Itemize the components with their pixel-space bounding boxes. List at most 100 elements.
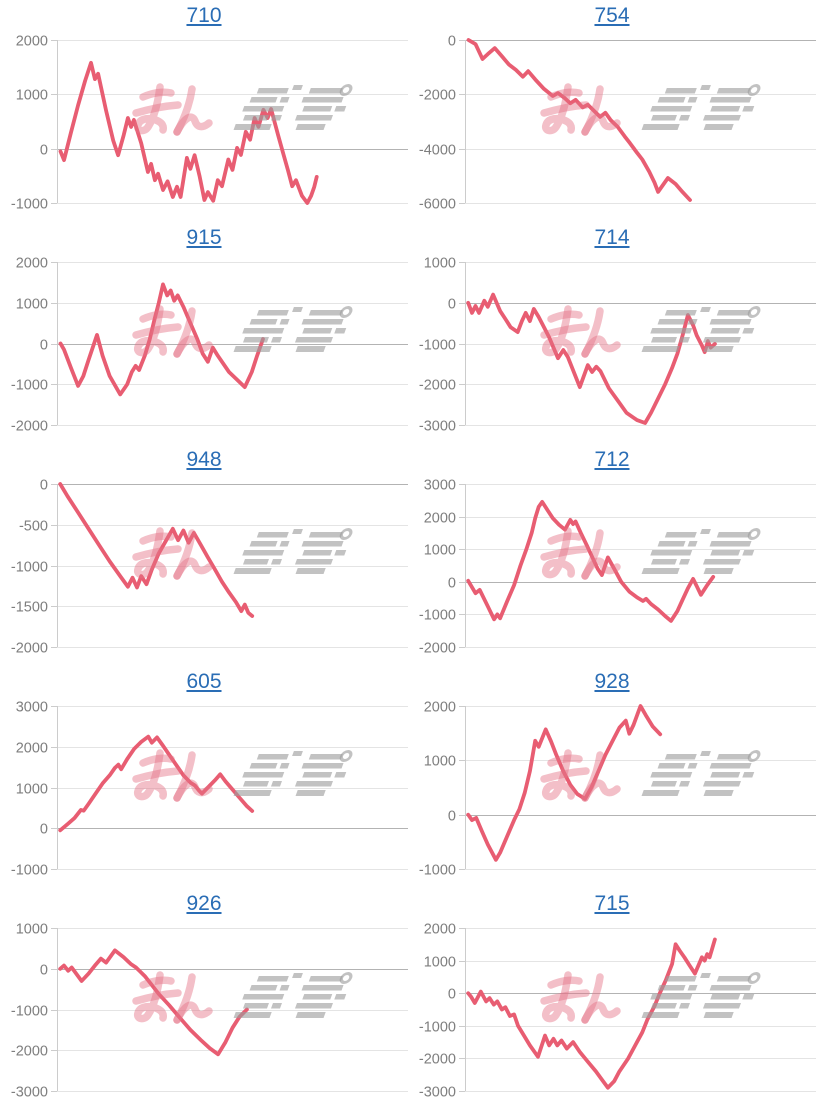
slump-chart: 3000 2000 1000 0 -1000 -2000	[419, 478, 816, 657]
svg-text:-1000: -1000	[419, 1020, 456, 1036]
slump-line	[58, 734, 255, 833]
svg-text:1000: 1000	[424, 256, 456, 272]
machine-number-link[interactable]: 948	[186, 448, 222, 471]
chart-cell: 754 0 -2000 -4000 -6000	[408, 0, 816, 222]
svg-text:1000: 1000	[16, 297, 48, 313]
y-axis-labels: 3000 2000 1000 0 -1000 -2000	[419, 478, 456, 657]
slump-line	[466, 38, 692, 202]
svg-text:0: 0	[448, 297, 456, 313]
svg-text:-3000: -3000	[419, 1085, 456, 1101]
slump-line	[58, 282, 265, 397]
svg-text:2000: 2000	[16, 741, 48, 757]
machine-number-link[interactable]: 926	[186, 892, 222, 915]
y-axis-labels: 2000 1000 0 -1000 -2000 -3000	[419, 922, 456, 1101]
svg-text:0: 0	[40, 822, 48, 838]
gridlines	[51, 484, 408, 648]
svg-text:-1000: -1000	[11, 378, 48, 394]
svg-text:-6000: -6000	[419, 197, 456, 213]
svg-text:-1000: -1000	[11, 560, 48, 576]
svg-text:2000: 2000	[16, 256, 48, 272]
svg-text:1000: 1000	[424, 754, 456, 770]
chart-title: 948	[0, 445, 408, 475]
machine-number-link[interactable]: 714	[594, 226, 630, 249]
machine-number-link[interactable]: 712	[594, 448, 630, 471]
svg-text:1000: 1000	[16, 922, 48, 938]
y-axis-labels: 3000 2000 1000 0 -1000	[11, 700, 48, 879]
gridlines	[51, 40, 408, 204]
chart-cell: 714 1000 0 -1000 -2000 -3000	[408, 222, 816, 444]
svg-text:0: 0	[448, 34, 456, 50]
gridlines	[459, 262, 816, 426]
gridlines	[459, 40, 816, 204]
site-watermark	[132, 83, 353, 136]
site-watermark	[540, 305, 761, 358]
svg-text:-1000: -1000	[419, 338, 456, 354]
chart-title: 754	[408, 1, 816, 31]
machine-number-link[interactable]: 754	[594, 4, 630, 27]
chart-title: 712	[408, 445, 816, 475]
svg-text:-2000: -2000	[11, 1044, 48, 1060]
slump-chart: 1000 0 -1000 -2000 -3000	[11, 922, 408, 1101]
chart-cell: 928 2000 1000 0 -1000	[408, 666, 816, 888]
svg-text:-1000: -1000	[11, 1004, 48, 1020]
svg-text:1000: 1000	[16, 88, 48, 104]
chart-title: 715	[408, 889, 816, 919]
site-watermark	[540, 527, 761, 580]
gridlines	[51, 262, 408, 426]
chart-title: 928	[408, 667, 816, 697]
svg-text:-4000: -4000	[419, 143, 456, 159]
slump-chart: 3000 2000 1000 0 -1000	[11, 700, 408, 879]
svg-text:2000: 2000	[16, 34, 48, 50]
gridlines	[51, 928, 408, 1092]
svg-text:-3000: -3000	[419, 419, 456, 435]
slump-chart: 2000 1000 0 -1000	[11, 34, 408, 213]
svg-text:-1000: -1000	[419, 863, 456, 879]
gridlines	[459, 484, 816, 648]
slump-line	[58, 948, 249, 1057]
slump-chart: 0 -500 -1000 -1500 -2000	[11, 478, 408, 657]
gridlines	[459, 706, 816, 870]
y-axis-labels: 0 -2000 -4000 -6000	[419, 34, 456, 213]
chart-title: 605	[0, 667, 408, 697]
svg-text:0: 0	[448, 987, 456, 1003]
site-watermark	[132, 527, 353, 580]
svg-text:0: 0	[448, 809, 456, 825]
site-watermark	[132, 749, 353, 802]
svg-text:-2000: -2000	[419, 641, 456, 657]
gridlines	[51, 706, 408, 870]
site-watermark	[540, 971, 761, 1024]
machine-number-link[interactable]: 710	[186, 4, 222, 27]
chart-cell: 926 1000 0 -1000 -2000 -3000	[0, 888, 408, 1110]
svg-text:-1000: -1000	[419, 608, 456, 624]
slump-line	[466, 937, 717, 1090]
y-axis-labels: 1000 0 -1000 -2000 -3000	[11, 922, 48, 1101]
machine-number-link[interactable]: 928	[594, 670, 630, 693]
slump-line	[58, 482, 255, 618]
slump-chart: 2000 1000 0 -1000	[419, 700, 816, 879]
machine-number-link[interactable]: 715	[594, 892, 630, 915]
chart-cell: 605 3000 2000 1000 0 -1000	[0, 666, 408, 888]
slump-chart: 2000 1000 0 -1000 -2000	[11, 256, 408, 435]
machine-number-link[interactable]: 915	[186, 226, 222, 249]
svg-text:-2000: -2000	[419, 1052, 456, 1068]
chart-title: 710	[0, 1, 408, 31]
svg-text:0: 0	[40, 478, 48, 494]
y-axis-labels: 2000 1000 0 -1000	[419, 700, 456, 879]
slump-chart: 2000 1000 0 -1000 -2000 -3000	[419, 922, 816, 1101]
chart-title: 714	[408, 223, 816, 253]
svg-text:0: 0	[40, 963, 48, 979]
slump-line	[466, 500, 716, 623]
svg-text:0: 0	[40, 338, 48, 354]
site-watermark	[132, 971, 353, 1024]
svg-text:-1500: -1500	[11, 600, 48, 616]
machine-number-link[interactable]: 605	[186, 670, 222, 693]
svg-text:-3000: -3000	[11, 1085, 48, 1101]
svg-text:1000: 1000	[424, 955, 456, 971]
y-axis-labels: 2000 1000 0 -1000 -2000	[11, 256, 48, 435]
svg-text:2000: 2000	[424, 700, 456, 716]
svg-text:-2000: -2000	[419, 88, 456, 104]
site-watermark	[132, 305, 353, 358]
slump-chart: 1000 0 -1000 -2000 -3000	[419, 256, 816, 435]
svg-text:1000: 1000	[424, 543, 456, 559]
svg-text:-500: -500	[19, 519, 48, 535]
